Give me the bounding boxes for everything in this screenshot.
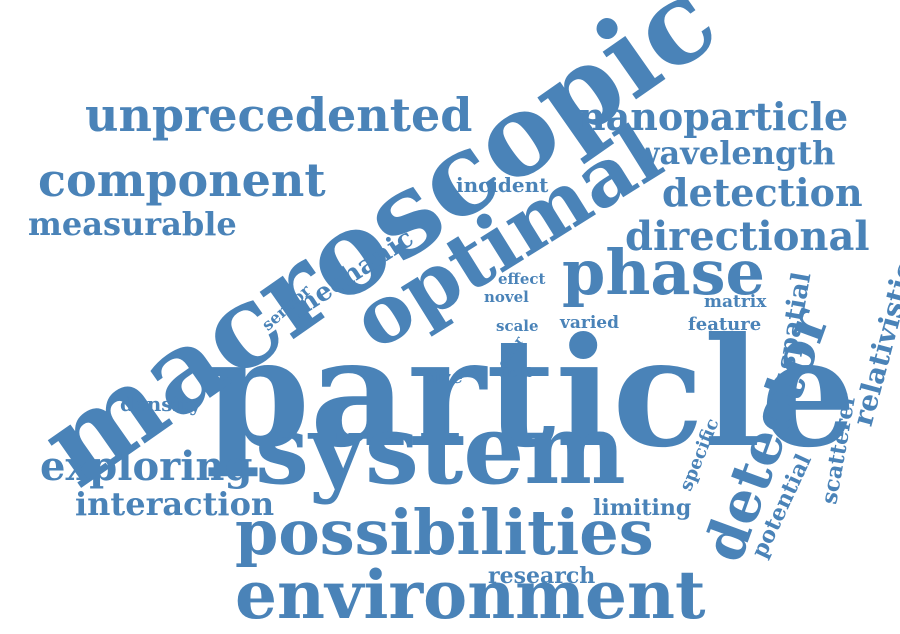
word-varied: varied xyxy=(560,313,620,333)
word-feature: feature xyxy=(688,314,762,335)
word-research: research xyxy=(488,563,596,589)
word-unprecedented: unprecedented xyxy=(85,88,473,142)
word-interaction: interaction xyxy=(75,485,275,523)
word-environment: environment xyxy=(235,556,706,634)
word-limiting: limiting xyxy=(593,495,692,521)
word-possibilities: possibilities xyxy=(235,496,654,569)
word-scale: scale xyxy=(496,317,539,335)
word-wavelength: wavelength xyxy=(632,134,836,172)
word-matrix: matrix xyxy=(704,292,767,312)
word-size: size xyxy=(424,367,463,388)
word-nanoparticle: nanoparticle xyxy=(578,94,849,139)
word-system: system xyxy=(255,393,626,506)
word-effect: effect xyxy=(498,270,546,288)
word-measurable: measurable xyxy=(28,205,237,243)
word-component: component xyxy=(38,153,326,207)
word-density: density xyxy=(120,392,201,416)
word-exploring: exploring xyxy=(40,443,253,490)
word-novel: novel xyxy=(484,288,529,306)
word-phase: phase xyxy=(562,236,765,309)
word-directional: directional xyxy=(625,213,870,260)
word-particle: particle xyxy=(205,305,857,481)
word-detection: detection xyxy=(662,170,863,215)
word-field: field xyxy=(500,366,532,381)
word-incident: incident xyxy=(456,173,549,197)
